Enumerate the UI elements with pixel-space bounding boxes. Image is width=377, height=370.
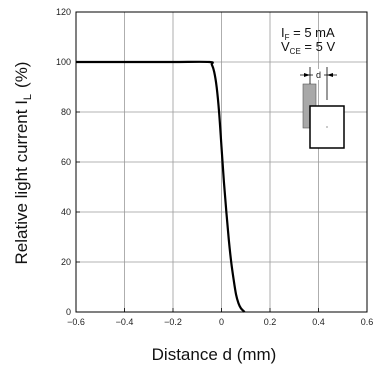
annotation-if-main: I bbox=[281, 25, 285, 40]
y-tick-label: 40 bbox=[61, 207, 71, 217]
series-layer bbox=[76, 60, 246, 313]
y-axis-label-unit: (%) bbox=[12, 62, 31, 88]
inset-d-label: d bbox=[316, 70, 321, 80]
annotation-vce-sub: CE bbox=[290, 47, 301, 56]
inset-diagram: d bbox=[300, 67, 345, 149]
y-tick-label: 0 bbox=[66, 307, 71, 317]
y-axis-label-main: Relative light current I bbox=[12, 100, 31, 264]
tick-labels: −0.6 −0.4 −0.2 0 0.2 0.4 0.6 0 20 40 60 80 100 120 bbox=[56, 7, 373, 327]
x-tick-label: 0.2 bbox=[264, 317, 277, 327]
annotation-vce: VCE = 5 V bbox=[281, 39, 335, 56]
inset-dim-arrow-left bbox=[304, 73, 310, 77]
y-tick-label: 80 bbox=[61, 107, 71, 117]
y-tick-label: 60 bbox=[61, 157, 71, 167]
annotation-vce-rest: = 5 V bbox=[301, 39, 336, 54]
x-tick-label: 0 bbox=[219, 317, 224, 327]
annotation-vce-main: V bbox=[281, 39, 290, 54]
x-tick-label: −0.6 bbox=[67, 317, 85, 327]
x-tick-label: 0.6 bbox=[361, 317, 374, 327]
y-tick-label: 20 bbox=[61, 257, 71, 267]
y-tick-label: 120 bbox=[56, 7, 71, 17]
inset-dot bbox=[326, 126, 328, 128]
annotation-if-sub: F bbox=[285, 33, 290, 42]
inset-dim-arrow-right bbox=[327, 73, 333, 77]
x-tick-label: −0.2 bbox=[164, 317, 182, 327]
y-axis-label: Relative light current IL (%) bbox=[12, 62, 34, 265]
annotation-if: IF = 5 mA bbox=[281, 25, 335, 42]
x-axis-label: Distance d (mm) bbox=[152, 345, 277, 364]
x-tick-label: 0.4 bbox=[312, 317, 325, 327]
inset-d-label-bg bbox=[313, 69, 324, 80]
series-line bbox=[76, 60, 246, 313]
y-axis-label-sub: L bbox=[22, 94, 34, 100]
y-tick-label: 100 bbox=[56, 57, 71, 67]
annotation-if-rest: = 5 mA bbox=[290, 25, 335, 40]
x-tick-label: −0.4 bbox=[116, 317, 134, 327]
